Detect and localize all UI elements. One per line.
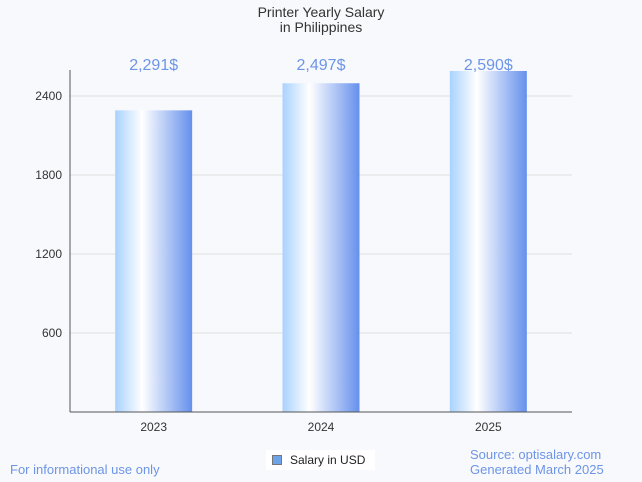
data-label-2023: 2,291$ (129, 57, 178, 74)
y-tick-label: 1200 (35, 247, 62, 261)
generated-date: Generated March 2025 (470, 462, 604, 477)
disclaimer-text: For informational use only (10, 462, 160, 477)
y-tick-label: 600 (42, 326, 62, 340)
legend[interactable]: Salary in USD (266, 450, 376, 470)
data-label-2024: 2,497$ (297, 57, 346, 74)
source-link[interactable]: Source: optisalary.com (470, 447, 602, 462)
y-tick-label: 1800 (35, 168, 62, 182)
x-tick-label: 2024 (308, 420, 335, 434)
legend-swatch (272, 455, 282, 465)
legend-label: Salary in USD (290, 453, 366, 467)
y-tick-label: 2400 (35, 89, 62, 103)
x-tick-label: 2023 (140, 420, 167, 434)
bar-2023[interactable] (115, 110, 193, 412)
data-label-2025: 2,590$ (464, 57, 513, 74)
chart-title-line-1: Printer Yearly Salary (257, 4, 385, 20)
bar-2025[interactable] (449, 70, 527, 412)
chart-title-line-2: in Philippines (279, 19, 363, 35)
bar-2024[interactable] (282, 83, 360, 412)
x-tick-label: 2025 (475, 420, 502, 434)
